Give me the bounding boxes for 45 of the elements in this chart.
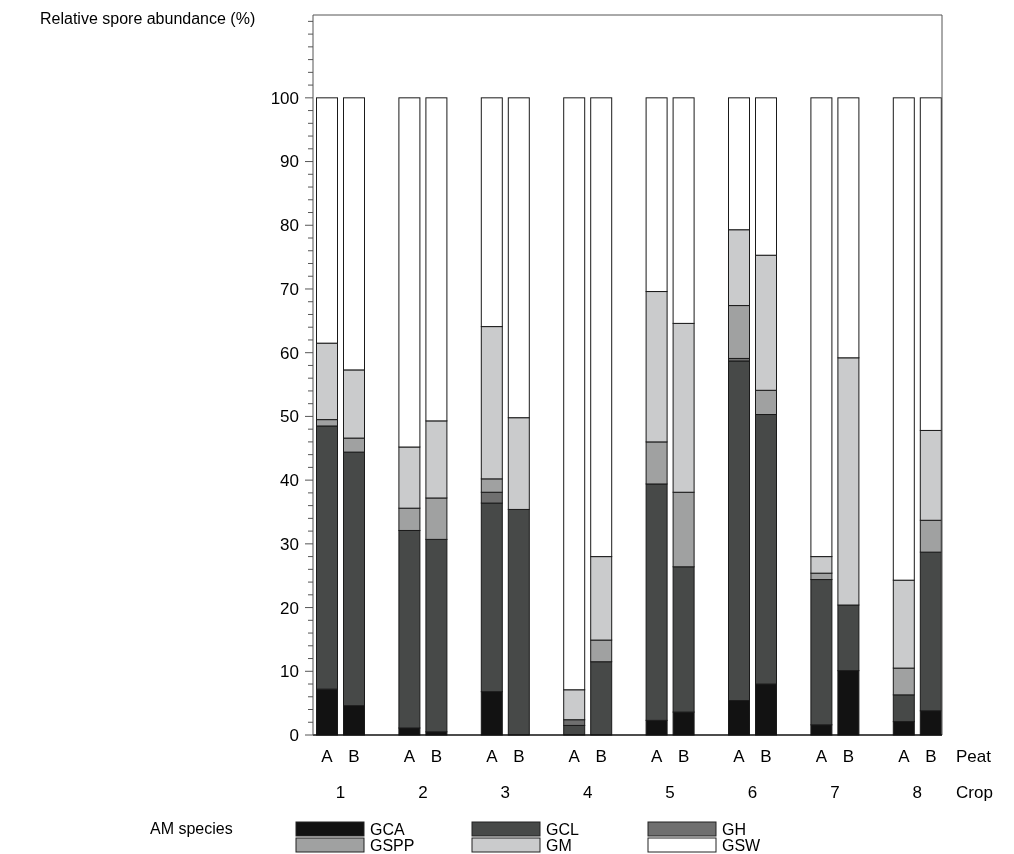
x-tick-label: A [321,747,334,766]
y-tick-label: 30 [280,534,299,554]
text: Crop [956,783,993,802]
x-tick-label: B [430,747,443,766]
y-tick-label: 80 [280,216,299,236]
y-tick-label: 10 [280,662,299,682]
legend-label: GH [722,821,746,838]
y-tick-label: 90 [280,152,299,172]
x-tick-label: B [513,747,525,766]
y-tick-label: 60 [280,343,299,363]
legend-label: GSPP [370,837,415,854]
legend-label: GSW [722,837,762,854]
text: 1 [335,783,346,802]
text: 8 [912,783,923,802]
legend-label: GM [546,837,572,854]
text: 4 [582,783,593,802]
x-tick-label: A [486,747,499,766]
legend-title: AM species [150,820,233,837]
x-tick-label: B [677,747,690,766]
text: 7 [830,783,840,802]
x-tick-label: B [348,747,360,766]
legend-label: GCA [370,821,405,838]
x-tick-label: A [568,747,581,766]
y-axis-title: Relative spore abundance (%) [40,10,256,27]
x-tick-label: A [650,747,663,766]
x-tick-label: B [760,747,772,766]
x-tick-label: B [595,747,607,766]
y-tick-label: 0 [289,725,299,745]
text: 6 [747,783,758,802]
text: Peat [956,747,992,766]
x-tick-label: A [403,747,416,766]
text: 2 [418,783,428,802]
y-tick-label: 70 [280,279,299,299]
y-tick-label: 50 [280,407,299,427]
y-tick-label: 100 [270,88,299,108]
x-tick-label: B [925,747,937,766]
x-tick-label: B [842,747,855,766]
legend-label: GCL [546,821,579,838]
x-tick-label: A [898,747,911,766]
y-tick-label: 40 [280,471,299,491]
y-tick-label: 20 [280,598,299,618]
text: 5 [665,783,675,802]
x-tick-label: A [733,747,746,766]
x-tick-label: A [815,747,828,766]
text: 3 [500,783,511,802]
